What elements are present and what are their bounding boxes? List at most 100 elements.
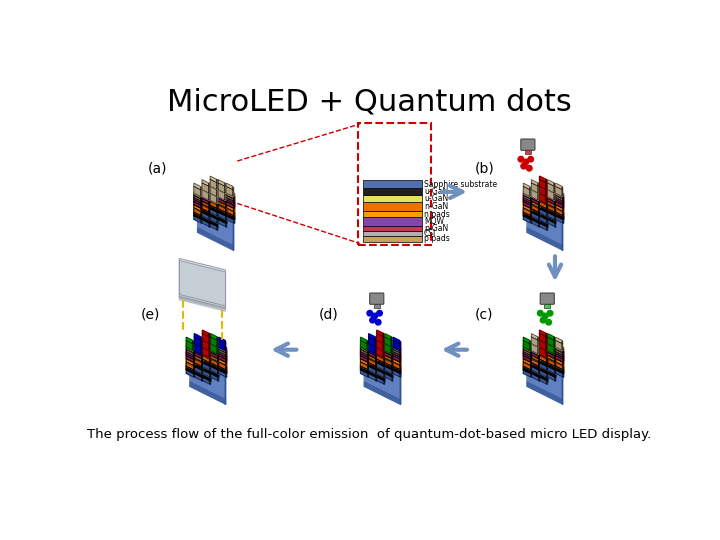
Polygon shape xyxy=(369,350,376,356)
Polygon shape xyxy=(210,200,217,206)
Polygon shape xyxy=(361,337,367,344)
Polygon shape xyxy=(531,340,539,347)
Polygon shape xyxy=(539,191,547,196)
Polygon shape xyxy=(377,362,384,370)
Polygon shape xyxy=(548,349,555,356)
Polygon shape xyxy=(548,208,555,215)
Polygon shape xyxy=(194,208,202,216)
Polygon shape xyxy=(210,199,217,206)
Polygon shape xyxy=(539,194,547,201)
Polygon shape xyxy=(218,186,225,193)
Polygon shape xyxy=(361,366,368,374)
Polygon shape xyxy=(202,202,210,209)
Polygon shape xyxy=(385,362,392,369)
Polygon shape xyxy=(194,362,202,370)
Polygon shape xyxy=(218,183,225,193)
Polygon shape xyxy=(556,346,563,353)
Polygon shape xyxy=(194,345,202,352)
Polygon shape xyxy=(219,341,225,350)
Polygon shape xyxy=(377,366,384,373)
Polygon shape xyxy=(539,187,547,194)
Polygon shape xyxy=(210,209,217,215)
Polygon shape xyxy=(548,359,555,366)
Polygon shape xyxy=(186,348,194,355)
Polygon shape xyxy=(385,355,392,362)
Polygon shape xyxy=(377,359,384,366)
Polygon shape xyxy=(539,202,547,208)
Polygon shape xyxy=(377,348,384,355)
Polygon shape xyxy=(377,339,384,346)
Polygon shape xyxy=(210,365,218,373)
Polygon shape xyxy=(210,187,217,194)
Polygon shape xyxy=(531,190,539,198)
Polygon shape xyxy=(202,197,210,202)
Circle shape xyxy=(546,320,552,325)
Polygon shape xyxy=(548,180,554,186)
Polygon shape xyxy=(548,194,555,200)
Polygon shape xyxy=(377,362,384,370)
Polygon shape xyxy=(556,196,563,204)
Polygon shape xyxy=(377,373,384,381)
Polygon shape xyxy=(548,197,555,205)
Polygon shape xyxy=(539,189,547,196)
Polygon shape xyxy=(377,355,384,362)
Polygon shape xyxy=(377,333,383,343)
Polygon shape xyxy=(539,346,547,353)
Polygon shape xyxy=(548,362,555,370)
Polygon shape xyxy=(218,197,225,205)
Polygon shape xyxy=(539,351,547,359)
Polygon shape xyxy=(202,353,210,360)
Polygon shape xyxy=(539,205,547,213)
Polygon shape xyxy=(377,358,384,366)
Polygon shape xyxy=(179,296,225,309)
Polygon shape xyxy=(377,352,384,359)
Polygon shape xyxy=(556,358,563,366)
Polygon shape xyxy=(219,359,226,366)
Polygon shape xyxy=(186,337,193,344)
Polygon shape xyxy=(202,186,210,193)
Polygon shape xyxy=(219,352,226,360)
Polygon shape xyxy=(179,259,225,306)
Polygon shape xyxy=(531,190,538,200)
Circle shape xyxy=(521,164,526,169)
Polygon shape xyxy=(377,356,384,362)
Polygon shape xyxy=(548,195,555,202)
Polygon shape xyxy=(202,355,210,362)
Polygon shape xyxy=(202,373,210,381)
Polygon shape xyxy=(556,349,563,355)
Polygon shape xyxy=(531,198,539,205)
FancyBboxPatch shape xyxy=(540,293,554,304)
Polygon shape xyxy=(202,366,210,373)
Polygon shape xyxy=(210,352,218,359)
Polygon shape xyxy=(202,333,209,343)
Polygon shape xyxy=(548,357,555,363)
Polygon shape xyxy=(385,360,392,366)
Polygon shape xyxy=(202,340,210,346)
Polygon shape xyxy=(393,343,400,351)
Polygon shape xyxy=(556,194,563,201)
Polygon shape xyxy=(548,196,555,202)
Polygon shape xyxy=(539,350,547,357)
Polygon shape xyxy=(548,349,555,356)
Polygon shape xyxy=(523,350,531,357)
Polygon shape xyxy=(369,362,376,369)
Polygon shape xyxy=(531,350,539,356)
Polygon shape xyxy=(548,354,555,361)
Polygon shape xyxy=(210,200,217,206)
Polygon shape xyxy=(539,208,547,216)
Polygon shape xyxy=(210,356,218,363)
Polygon shape xyxy=(548,190,555,198)
Polygon shape xyxy=(210,362,218,370)
Polygon shape xyxy=(556,352,563,357)
Polygon shape xyxy=(377,363,384,370)
Polygon shape xyxy=(194,198,202,206)
Polygon shape xyxy=(548,190,555,195)
Polygon shape xyxy=(210,183,217,190)
Bar xyxy=(544,303,550,308)
Polygon shape xyxy=(226,201,234,208)
Text: n pads: n pads xyxy=(424,210,450,219)
Polygon shape xyxy=(385,352,392,359)
Circle shape xyxy=(540,318,546,323)
Polygon shape xyxy=(539,183,547,190)
Polygon shape xyxy=(194,212,202,219)
